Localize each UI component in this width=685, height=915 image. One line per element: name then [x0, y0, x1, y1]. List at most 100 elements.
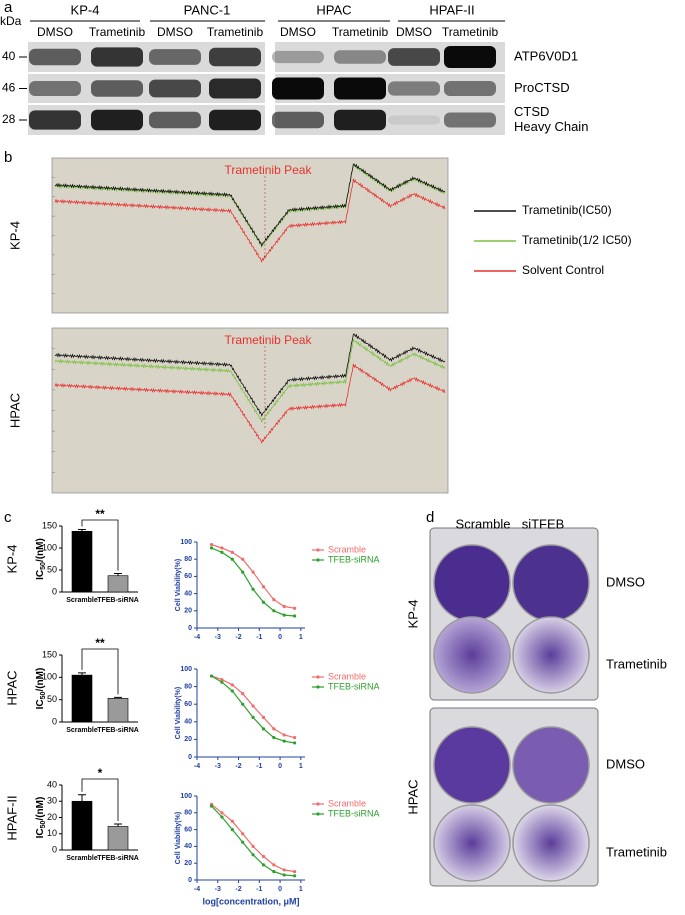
y-tick-label: 0	[188, 754, 192, 761]
y-tick-label: 0	[52, 586, 57, 596]
error-bar	[78, 529, 86, 532]
data-point	[241, 840, 245, 844]
chromatogram-plot	[51, 327, 449, 494]
data-point	[220, 550, 224, 554]
band	[91, 109, 143, 131]
y-tick-label: 40	[184, 590, 192, 597]
x-tick-label: -1	[256, 763, 262, 770]
mw-marker: 28	[2, 112, 16, 126]
well	[512, 804, 590, 882]
x-tick-label: -2	[235, 763, 241, 770]
data-point	[261, 715, 266, 720]
column-label: Scramble	[456, 516, 511, 531]
row-label: HPAF-II	[4, 795, 19, 840]
legend-label: Scramble	[328, 798, 366, 808]
y-axis-label-part: /(nM)	[35, 538, 46, 562]
band	[149, 49, 201, 65]
legend-label: Trametinib(IC50)	[522, 203, 612, 217]
bar	[107, 698, 129, 723]
band	[444, 81, 496, 96]
trace	[54, 363, 446, 444]
band	[91, 47, 143, 67]
data-point	[220, 546, 224, 550]
y-axis-label: Cell Viability(%)	[175, 812, 182, 864]
lane-label: DMSO	[396, 25, 432, 39]
error-bar	[78, 794, 86, 802]
bar	[71, 800, 93, 851]
y-tick-label: 20	[47, 812, 57, 822]
band	[388, 115, 440, 125]
well	[433, 616, 511, 694]
y-tick-label: 10	[47, 828, 57, 838]
y-tick-label: 100	[180, 539, 192, 546]
y-tick-label: 80	[184, 556, 192, 563]
trace	[54, 333, 446, 417]
protein-label: Heavy Chain	[514, 119, 588, 134]
y-tick-label: 20	[184, 736, 192, 743]
lane-label: Trametinib	[442, 25, 499, 39]
legend-marker	[316, 548, 320, 552]
data-point	[220, 677, 224, 682]
data-point	[282, 739, 286, 743]
data-point	[272, 598, 276, 602]
trace	[54, 163, 446, 247]
significance-label: **	[95, 636, 105, 650]
data-point	[230, 550, 234, 554]
band	[209, 109, 261, 131]
x-tick-label: -1	[256, 886, 262, 893]
data-point	[261, 600, 266, 604]
panel-label: d	[426, 509, 434, 526]
band	[334, 77, 386, 100]
bar	[71, 530, 93, 593]
row-label: KP-4	[7, 221, 22, 250]
legend-label: Scramble	[328, 671, 366, 681]
panel-label: a	[4, 0, 13, 16]
y-axis-label: Cell Viability(%)	[175, 687, 182, 739]
data-point	[282, 604, 286, 609]
y-tick-label: 20	[184, 860, 192, 867]
significance-bracket	[81, 648, 119, 695]
legend-label: TFEB-siRNA	[328, 681, 380, 691]
y-tick-label: 80	[184, 810, 192, 817]
x-tick-label: -2	[235, 886, 241, 893]
data-point	[220, 815, 224, 819]
data-point	[209, 542, 214, 547]
row-label: HPAC	[7, 393, 22, 428]
lane-label: DMSO	[280, 25, 316, 39]
data-point	[261, 727, 266, 731]
data-point	[272, 727, 276, 731]
data-point	[230, 828, 234, 832]
lane-label: DMSO	[157, 25, 193, 39]
y-axis-label-part: 50	[40, 691, 47, 699]
data-point	[282, 613, 286, 617]
y-tick-label: 50	[47, 694, 57, 704]
well	[433, 726, 511, 804]
band	[91, 80, 143, 97]
row-label: KP-4	[4, 545, 19, 574]
x-tick-label: Scramble	[66, 597, 98, 604]
x-tick-label: 1	[299, 886, 303, 893]
data-point	[261, 585, 266, 589]
legend-marker	[316, 675, 320, 679]
x-tick-label: Scramble	[66, 855, 98, 862]
chromatogram-plot	[51, 157, 449, 314]
y-tick-label: 50	[47, 564, 57, 574]
legend-label: Trametinib(1/2 IC50)	[522, 233, 632, 247]
data-point	[209, 674, 214, 678]
lane-label: Trametinib	[207, 25, 264, 39]
data-point	[251, 587, 255, 591]
y-tick-label: 0	[188, 625, 192, 632]
y-axis-label-part: 50	[40, 562, 47, 570]
significance-bracket	[81, 519, 119, 571]
significance-label: *	[98, 766, 103, 780]
x-tick-label: Scramble	[66, 727, 98, 734]
band	[444, 112, 496, 128]
panel-label: c	[4, 509, 12, 526]
row-label: KP-4	[405, 600, 420, 629]
row-label: HPAC	[405, 779, 420, 814]
column-label: siTFEB	[522, 516, 565, 531]
band	[149, 111, 201, 129]
band	[388, 81, 440, 96]
data-point	[293, 736, 297, 740]
y-tick-label: 60	[184, 701, 192, 708]
